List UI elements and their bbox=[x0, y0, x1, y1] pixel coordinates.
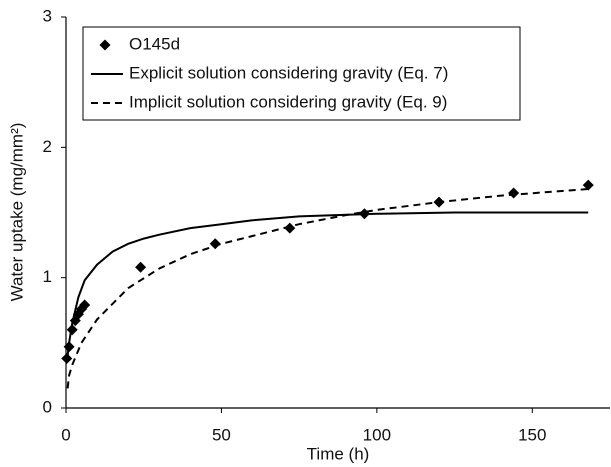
marker bbox=[135, 261, 147, 273]
legend: O145d Explicit solution considering gravi… bbox=[82, 26, 521, 121]
y-tick-label: 1 bbox=[43, 267, 52, 286]
x-tick-label: 100 bbox=[363, 425, 391, 444]
legend-marker bbox=[99, 39, 111, 51]
line bbox=[66, 211, 589, 357]
x-tick-label: 0 bbox=[61, 425, 70, 444]
legend-label: Explicit solution considering gravity (E… bbox=[129, 63, 448, 82]
x-axis-label: Time (h) bbox=[307, 444, 370, 463]
y-tick-label: 3 bbox=[43, 6, 52, 25]
marker bbox=[508, 187, 520, 199]
marker bbox=[66, 324, 78, 336]
y-tick-label: 2 bbox=[43, 137, 52, 156]
marker bbox=[209, 238, 221, 250]
legend-label: O145d bbox=[129, 34, 180, 53]
y-tick-label: 0 bbox=[43, 397, 52, 416]
legend-box bbox=[82, 26, 521, 121]
line bbox=[66, 188, 589, 389]
marker bbox=[79, 299, 91, 311]
x-tick-label: 50 bbox=[212, 425, 231, 444]
x-tick-label: 150 bbox=[518, 425, 546, 444]
legend-label: Implicit solution considering gravity (E… bbox=[129, 92, 447, 111]
marker bbox=[582, 179, 594, 191]
marker bbox=[284, 222, 296, 234]
y-axis-label: Water uptake (mg/mm²) bbox=[7, 123, 26, 302]
marker bbox=[61, 352, 73, 364]
